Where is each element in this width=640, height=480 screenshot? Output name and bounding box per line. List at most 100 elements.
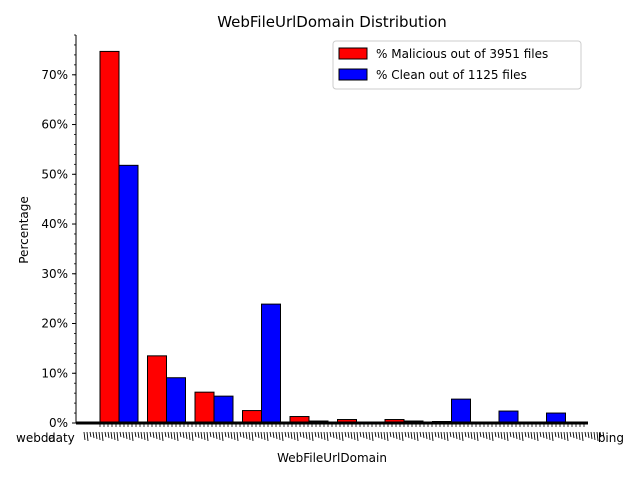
x-label-glyph-mark xyxy=(176,431,179,442)
x-label-glyph-mark xyxy=(566,431,569,442)
x-label-glyph-mark xyxy=(491,431,494,442)
x-label-glyph-mark xyxy=(530,431,533,440)
x-label-glyph-mark xyxy=(359,431,362,438)
x-label-glyph-mark xyxy=(185,431,188,440)
x-label-glyph-mark xyxy=(194,431,197,438)
legend-label-malicious: % Malicious out of 3951 files xyxy=(376,47,548,61)
y-axis-label: Percentage xyxy=(17,196,31,264)
x-label-glyph-mark xyxy=(428,431,431,441)
x-label-glyph-mark xyxy=(389,431,392,438)
bar-malicious-3 xyxy=(242,410,262,424)
legend: % Malicious out of 3951 files % Clean out… xyxy=(332,40,582,90)
x-label-glyph-mark xyxy=(341,431,344,442)
x-label-glyph-mark xyxy=(560,431,563,440)
x-label-glyph-mark xyxy=(335,431,338,440)
x-label-glyph-mark xyxy=(500,431,503,440)
x-label-glyph-mark xyxy=(482,431,485,439)
x-tick-label-clutter xyxy=(83,431,605,442)
x-label-glyph-mark xyxy=(170,431,173,440)
bar-clean-3 xyxy=(261,303,281,424)
y-tick-label: 30% xyxy=(41,267,68,281)
x-label-glyph-mark xyxy=(107,431,110,439)
x-label-glyph-mark xyxy=(305,431,308,440)
x-label-glyph-mark xyxy=(584,431,587,438)
x-label-glyph-mark xyxy=(146,431,149,442)
x-label-glyph-mark xyxy=(587,431,590,439)
x-label-glyph-mark xyxy=(227,431,230,439)
x-label-glyph-mark xyxy=(110,431,113,440)
x-label-glyph-mark xyxy=(98,431,101,441)
x-label-glyph-mark xyxy=(224,431,227,438)
x-label-glyph-mark xyxy=(155,431,158,440)
x-tick-label: bing xyxy=(598,431,624,445)
x-label-glyph-mark xyxy=(302,431,305,439)
x-label-glyph-mark xyxy=(524,431,527,438)
x-label-glyph-mark xyxy=(263,431,266,441)
legend-swatch-clean xyxy=(338,68,368,81)
x-label-glyph-mark xyxy=(374,431,377,438)
x-label-glyph-mark xyxy=(125,431,128,440)
x-label-glyph-mark xyxy=(197,431,200,439)
x-label-glyph-mark xyxy=(179,431,182,438)
chart-title: WebFileUrlDomain Distribution xyxy=(217,13,447,31)
x-label-glyph-mark xyxy=(497,431,500,439)
x-label-glyph-mark xyxy=(344,431,347,438)
x-label-glyph-mark xyxy=(296,431,299,442)
x-label-glyph-mark xyxy=(134,431,137,438)
x-label-glyph-mark xyxy=(356,431,359,442)
x-label-glyph-mark xyxy=(539,431,542,438)
x-label-glyph-mark xyxy=(473,431,476,441)
x-label-glyph-mark xyxy=(95,431,98,440)
x-label-glyph-mark xyxy=(122,431,125,439)
x-label-glyph-mark xyxy=(191,431,194,442)
bar-clean-2 xyxy=(213,395,234,424)
x-label-glyph-mark xyxy=(446,431,449,442)
x-label-glyph-mark xyxy=(461,431,464,442)
x-label-glyph-mark xyxy=(158,431,161,441)
x-label-glyph-mark xyxy=(326,431,329,442)
x-label-glyph-mark xyxy=(308,431,311,441)
x-label-glyph-mark xyxy=(527,431,530,439)
x-label-glyph-mark xyxy=(290,431,293,440)
x-label-glyph-mark xyxy=(416,431,419,442)
x-label-glyph-mark xyxy=(323,431,326,441)
x-label-glyph-mark xyxy=(254,431,257,438)
x-label-glyph-mark xyxy=(230,431,233,440)
x-label-glyph-mark xyxy=(464,431,467,438)
x-label-glyph-mark xyxy=(368,431,371,441)
x-label-glyph-mark xyxy=(266,431,269,442)
x-label-glyph-mark xyxy=(137,431,140,439)
x-label-glyph-mark xyxy=(164,431,167,438)
x-label-glyph-mark xyxy=(320,431,323,440)
x-label-glyph-mark xyxy=(413,431,416,441)
x-label-glyph-mark xyxy=(113,431,116,441)
x-label-glyph-mark xyxy=(548,431,551,441)
x-label-glyph-mark xyxy=(578,431,581,441)
y-axis: 0% 10% 20% 30% 40% 50% 60% 70% xyxy=(41,34,77,430)
x-label-glyph-mark xyxy=(554,431,557,438)
x-label-glyph-mark xyxy=(167,431,170,439)
x-label-glyph-mark xyxy=(284,431,287,438)
x-label-glyph-mark xyxy=(317,431,320,439)
x-label-glyph-mark xyxy=(365,431,368,440)
x-label-glyph-mark xyxy=(314,431,317,438)
x-label-glyph-mark xyxy=(119,431,122,438)
x-label-glyph-mark xyxy=(425,431,428,440)
x-axis-label: WebFileUrlDomain xyxy=(277,451,387,465)
x-label-glyph-mark xyxy=(215,431,218,440)
y-tick-label: 20% xyxy=(41,317,68,331)
x-label-glyph-mark xyxy=(248,431,251,441)
x-label-glyph-mark xyxy=(458,431,461,441)
x-label-glyph-mark xyxy=(572,431,575,439)
x-label-glyph-mark xyxy=(203,431,206,441)
bar-clean-8 xyxy=(498,410,519,424)
x-label-glyph-mark xyxy=(392,431,395,439)
x-label-glyph-mark xyxy=(440,431,443,440)
x-label-glyph-mark xyxy=(437,431,440,439)
x-label-glyph-mark xyxy=(182,431,185,439)
x-label-glyph-mark xyxy=(470,431,473,440)
x-label-glyph-mark xyxy=(299,431,302,438)
x-label-glyph-mark xyxy=(602,431,605,439)
x-label-glyph-mark xyxy=(149,431,152,438)
